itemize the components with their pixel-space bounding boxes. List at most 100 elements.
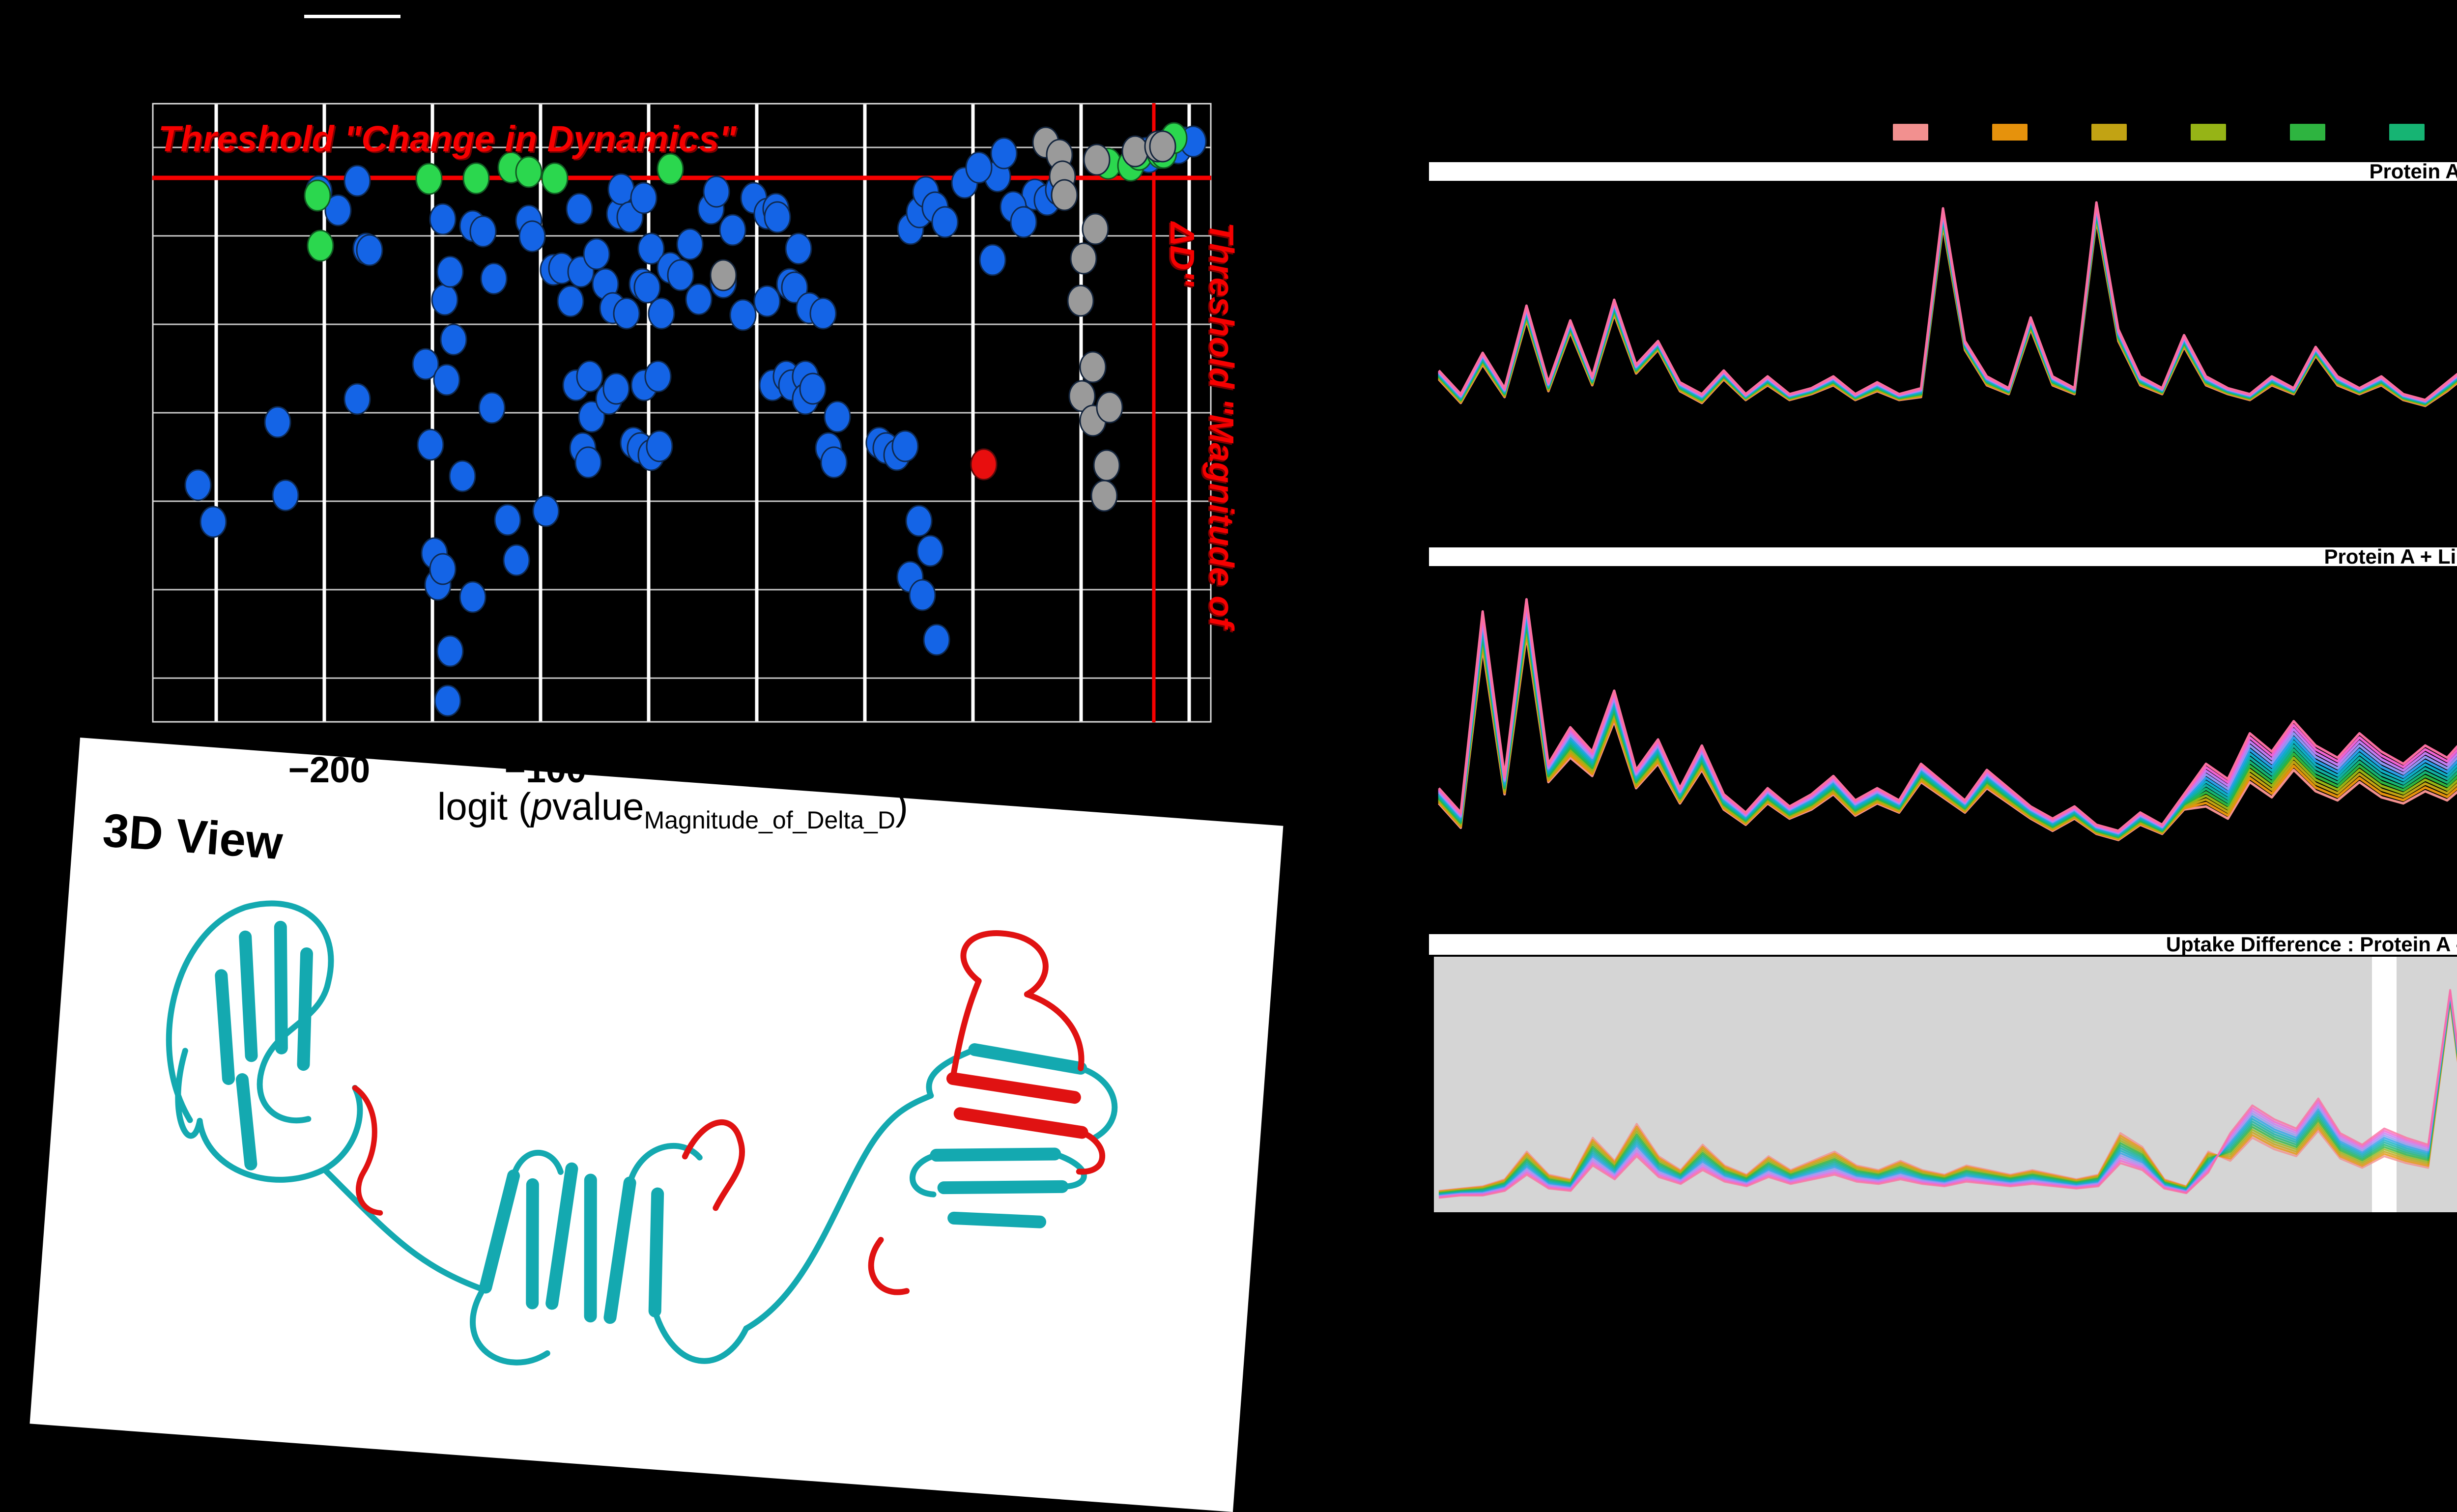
- volcano-point-blue[interactable]: [613, 297, 640, 330]
- volcano-point-gray[interactable]: [710, 259, 737, 291]
- volcano-point-blue[interactable]: [633, 271, 661, 304]
- volcano-point-blue[interactable]: [433, 364, 460, 396]
- uptake-line-timepoint-10[interactable]: [1438, 992, 2457, 1205]
- volcano-point-blue[interactable]: [891, 430, 919, 462]
- volcano-point-blue[interactable]: [532, 495, 560, 527]
- volcano-point-blue[interactable]: [478, 392, 506, 424]
- volcano-point-blue[interactable]: [459, 581, 486, 613]
- volcano-point-blue[interactable]: [676, 228, 704, 260]
- volcano-point-blue[interactable]: [431, 284, 458, 316]
- volcano-point-blue[interactable]: [799, 372, 827, 405]
- volcano-point-gray[interactable]: [1093, 449, 1120, 482]
- volcano-point-blue[interactable]: [909, 579, 936, 611]
- volcano-point-blue[interactable]: [566, 193, 593, 225]
- volcano-point-blue[interactable]: [503, 544, 530, 576]
- volcano-point-blue[interactable]: [979, 244, 1006, 276]
- volcano-point-blue[interactable]: [417, 428, 444, 461]
- volcano-point-blue[interactable]: [557, 285, 584, 317]
- volcano-point-gray[interactable]: [1083, 143, 1111, 176]
- volcano-point-red[interactable]: [970, 448, 998, 481]
- volcano-point-blue[interactable]: [644, 360, 672, 393]
- uptake-line-timepoint-5[interactable]: [1438, 622, 2457, 838]
- legend-swatch-timepoint-5[interactable]: [2290, 124, 2325, 141]
- volcano-point-gray[interactable]: [1090, 480, 1118, 512]
- uptake-chart-protein-a-ligand[interactable]: [1434, 566, 2457, 910]
- uptake-line-timepoint-12[interactable]: [1438, 990, 2457, 1199]
- volcano-point-blue[interactable]: [820, 446, 848, 479]
- volcano-point-blue[interactable]: [607, 173, 635, 205]
- volcano-point-blue[interactable]: [764, 201, 791, 233]
- volcano-point-blue[interactable]: [434, 685, 461, 717]
- volcano-point-blue[interactable]: [324, 194, 352, 227]
- volcano-point-blue[interactable]: [637, 232, 665, 265]
- volcano-point-gray[interactable]: [1082, 213, 1109, 245]
- volcano-point-green[interactable]: [541, 162, 569, 195]
- volcano-point-blue[interactable]: [343, 165, 371, 197]
- volcano-point-blue[interactable]: [753, 285, 781, 317]
- volcano-point-blue[interactable]: [469, 215, 497, 248]
- volcano-point-green[interactable]: [304, 179, 331, 212]
- volcano-point-green[interactable]: [307, 229, 334, 262]
- volcano-point-blue[interactable]: [809, 297, 837, 330]
- volcano-point-gray[interactable]: [1067, 285, 1094, 317]
- uptake-difference-chart[interactable]: [1434, 957, 2457, 1212]
- volcano-points[interactable]: [184, 122, 1207, 717]
- volcano-point-blue[interactable]: [719, 214, 746, 246]
- volcano-point-blue[interactable]: [965, 151, 993, 184]
- volcano-point-gray[interactable]: [1051, 179, 1078, 211]
- uptake-line-timepoint-13[interactable]: [1438, 598, 2457, 832]
- volcano-point-blue[interactable]: [646, 430, 673, 462]
- volcano-point-blue[interactable]: [480, 262, 508, 295]
- volcano-point-blue[interactable]: [667, 259, 694, 291]
- volcano-point-blue[interactable]: [602, 372, 630, 405]
- volcano-point-gray[interactable]: [1070, 242, 1097, 275]
- volcano-point-blue[interactable]: [264, 406, 291, 438]
- volcano-point-blue[interactable]: [781, 271, 808, 304]
- legend-swatch-timepoint-4[interactable]: [2191, 124, 2226, 141]
- legend-swatch-timepoint-1[interactable]: [1893, 124, 1928, 141]
- legend-swatch-timepoint-2[interactable]: [1992, 124, 2028, 141]
- volcano-plot[interactable]: [152, 103, 1212, 723]
- volcano-point-blue[interactable]: [916, 535, 944, 567]
- volcano-point-blue[interactable]: [518, 220, 546, 253]
- volcano-point-blue[interactable]: [729, 299, 757, 331]
- volcano-point-blue[interactable]: [576, 360, 603, 393]
- volcano-point-blue[interactable]: [574, 446, 602, 479]
- volcano-point-blue[interactable]: [272, 479, 299, 512]
- volcano-point-blue[interactable]: [905, 505, 933, 537]
- volcano-point-blue[interactable]: [990, 137, 1018, 170]
- volcano-point-blue[interactable]: [785, 232, 812, 265]
- volcano-point-blue[interactable]: [583, 238, 610, 270]
- volcano-point-blue[interactable]: [343, 383, 371, 415]
- volcano-point-blue[interactable]: [824, 400, 851, 433]
- volcano-point-blue[interactable]: [356, 234, 383, 266]
- volcano-point-blue[interactable]: [436, 256, 464, 288]
- uptake-line-timepoint-7[interactable]: [1438, 616, 2457, 837]
- legend-swatch-timepoint-6[interactable]: [2389, 124, 2425, 141]
- volcano-point-green[interactable]: [462, 162, 490, 195]
- volcano-point-gray[interactable]: [1079, 351, 1107, 383]
- volcano-point-blue[interactable]: [931, 206, 959, 238]
- volcano-point-blue[interactable]: [429, 553, 457, 585]
- uptake-line-timepoint-11[interactable]: [1438, 991, 2457, 1202]
- volcano-point-blue[interactable]: [685, 283, 713, 315]
- volcano-point-blue[interactable]: [923, 624, 950, 656]
- uptake-line-timepoint-4[interactable]: [1438, 998, 2457, 1223]
- volcano-point-gray[interactable]: [1149, 130, 1176, 163]
- uptake-line-timepoint-3[interactable]: [1438, 998, 2457, 1226]
- uptake-chart-protein-a[interactable]: [1434, 180, 2457, 504]
- volcano-point-blue[interactable]: [578, 400, 605, 433]
- volcano-point-green[interactable]: [657, 153, 684, 185]
- uptake-line-timepoint-5[interactable]: [1438, 997, 2457, 1220]
- protein-structure-3d[interactable]: [100, 841, 1171, 1480]
- volcano-point-blue[interactable]: [1010, 206, 1037, 238]
- volcano-point-green[interactable]: [415, 163, 443, 195]
- volcano-point-blue[interactable]: [429, 203, 457, 235]
- volcano-point-blue[interactable]: [440, 323, 467, 356]
- volcano-point-blue[interactable]: [703, 175, 730, 208]
- uptake-line-timepoint-13[interactable]: [1438, 989, 2457, 1199]
- uptake-line-timepoint-6[interactable]: [1438, 619, 2457, 838]
- volcano-point-blue[interactable]: [494, 504, 521, 536]
- volcano-point-green[interactable]: [515, 156, 543, 188]
- volcano-point-blue[interactable]: [436, 635, 464, 667]
